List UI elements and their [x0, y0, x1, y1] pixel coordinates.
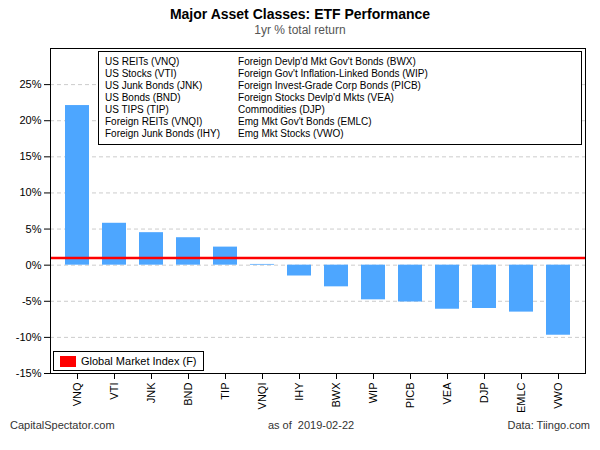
svg-text:-5%: -5% [22, 295, 42, 307]
svg-text:VTI: VTI [108, 383, 120, 400]
html-text:US Stocks (VTI): US Stocks (VTI) [105, 68, 177, 79]
svg-text:DJP: DJP [478, 383, 490, 404]
svg-text:0%: 0% [26, 259, 42, 271]
svg-text:5%: 5% [26, 223, 42, 235]
svg-text:10%: 10% [19, 186, 41, 198]
html-text:Foreign Invest-Grade Corp Bond: Foreign Invest-Grade Corp Bonds (PICB) [238, 80, 421, 91]
html-text:as of 2019-02-22: as of 2019-02-22 [267, 419, 355, 431]
svg-text:-10%: -10% [16, 331, 42, 343]
svg-text:JNK: JNK [145, 382, 157, 403]
svg-text:BND: BND [182, 382, 194, 405]
html-text:US REITs (VNQ): US REITs (VNQ) [105, 56, 180, 67]
svg-text:VNQI: VNQI [256, 383, 268, 410]
html-text:US TIPS (TIP): US TIPS (TIP) [105, 104, 169, 115]
svg-text:20%: 20% [19, 114, 41, 126]
html-text:Foreign Stocks Devlp'd Mkts (V: Foreign Stocks Devlp'd Mkts (VEA) [238, 92, 394, 103]
html-text:Foreign Devlp'd Mkt Gov't Bond: Foreign Devlp'd Mkt Gov't Bonds (BWX) [238, 56, 416, 67]
svg-text:BWX: BWX [330, 382, 342, 408]
svg-text:WIP: WIP [367, 383, 379, 404]
html-text:Foreign REITs (VNQI): Foreign REITs (VNQI) [105, 116, 203, 127]
svg-text:TIP: TIP [219, 383, 231, 400]
svg-text:VWO: VWO [552, 382, 564, 409]
html-text:Global Market Index (F): Global Market Index (F) [81, 355, 197, 367]
html-text:US Bonds (BND): US Bonds (BND) [105, 92, 181, 103]
svg-text:VEA: VEA [441, 382, 453, 405]
html-text:1yr % total return: 1yr % total return [254, 23, 346, 37]
html-text:US Junk Bonds (JNK): US Junk Bonds (JNK) [105, 80, 203, 91]
html-text:Major Asset Classes: ETF Perfo: Major Asset Classes: ETF Performance [169, 6, 431, 22]
svg-text:15%: 15% [19, 150, 41, 162]
svg-text:IHY: IHY [293, 382, 305, 401]
html-text:Foreign Junk Bonds (IHY): Foreign Junk Bonds (IHY) [105, 128, 221, 139]
svg-text:PICB: PICB [404, 383, 416, 409]
svg-text:-15%: -15% [16, 367, 42, 379]
html-text:Emg Mkt Stocks (VWO): Emg Mkt Stocks (VWO) [238, 128, 344, 139]
svg-text:VNQ: VNQ [71, 382, 83, 406]
html-text:Foreign Gov't Inflation-Linked: Foreign Gov't Inflation-Linked Bonds (WI… [238, 68, 428, 79]
html-text:CapitalSpectator.com: CapitalSpectator.com [10, 419, 115, 431]
svg-text:25%: 25% [19, 78, 41, 90]
html-text:Emg Mkt Gov't Bonds (EMLC): Emg Mkt Gov't Bonds (EMLC) [238, 116, 372, 127]
html-text:Commodities (DJP): Commodities (DJP) [238, 104, 325, 115]
svg-text:EMLC: EMLC [515, 382, 527, 413]
html-text:Data: Tiingo.com: Data: Tiingo.com [507, 419, 590, 431]
